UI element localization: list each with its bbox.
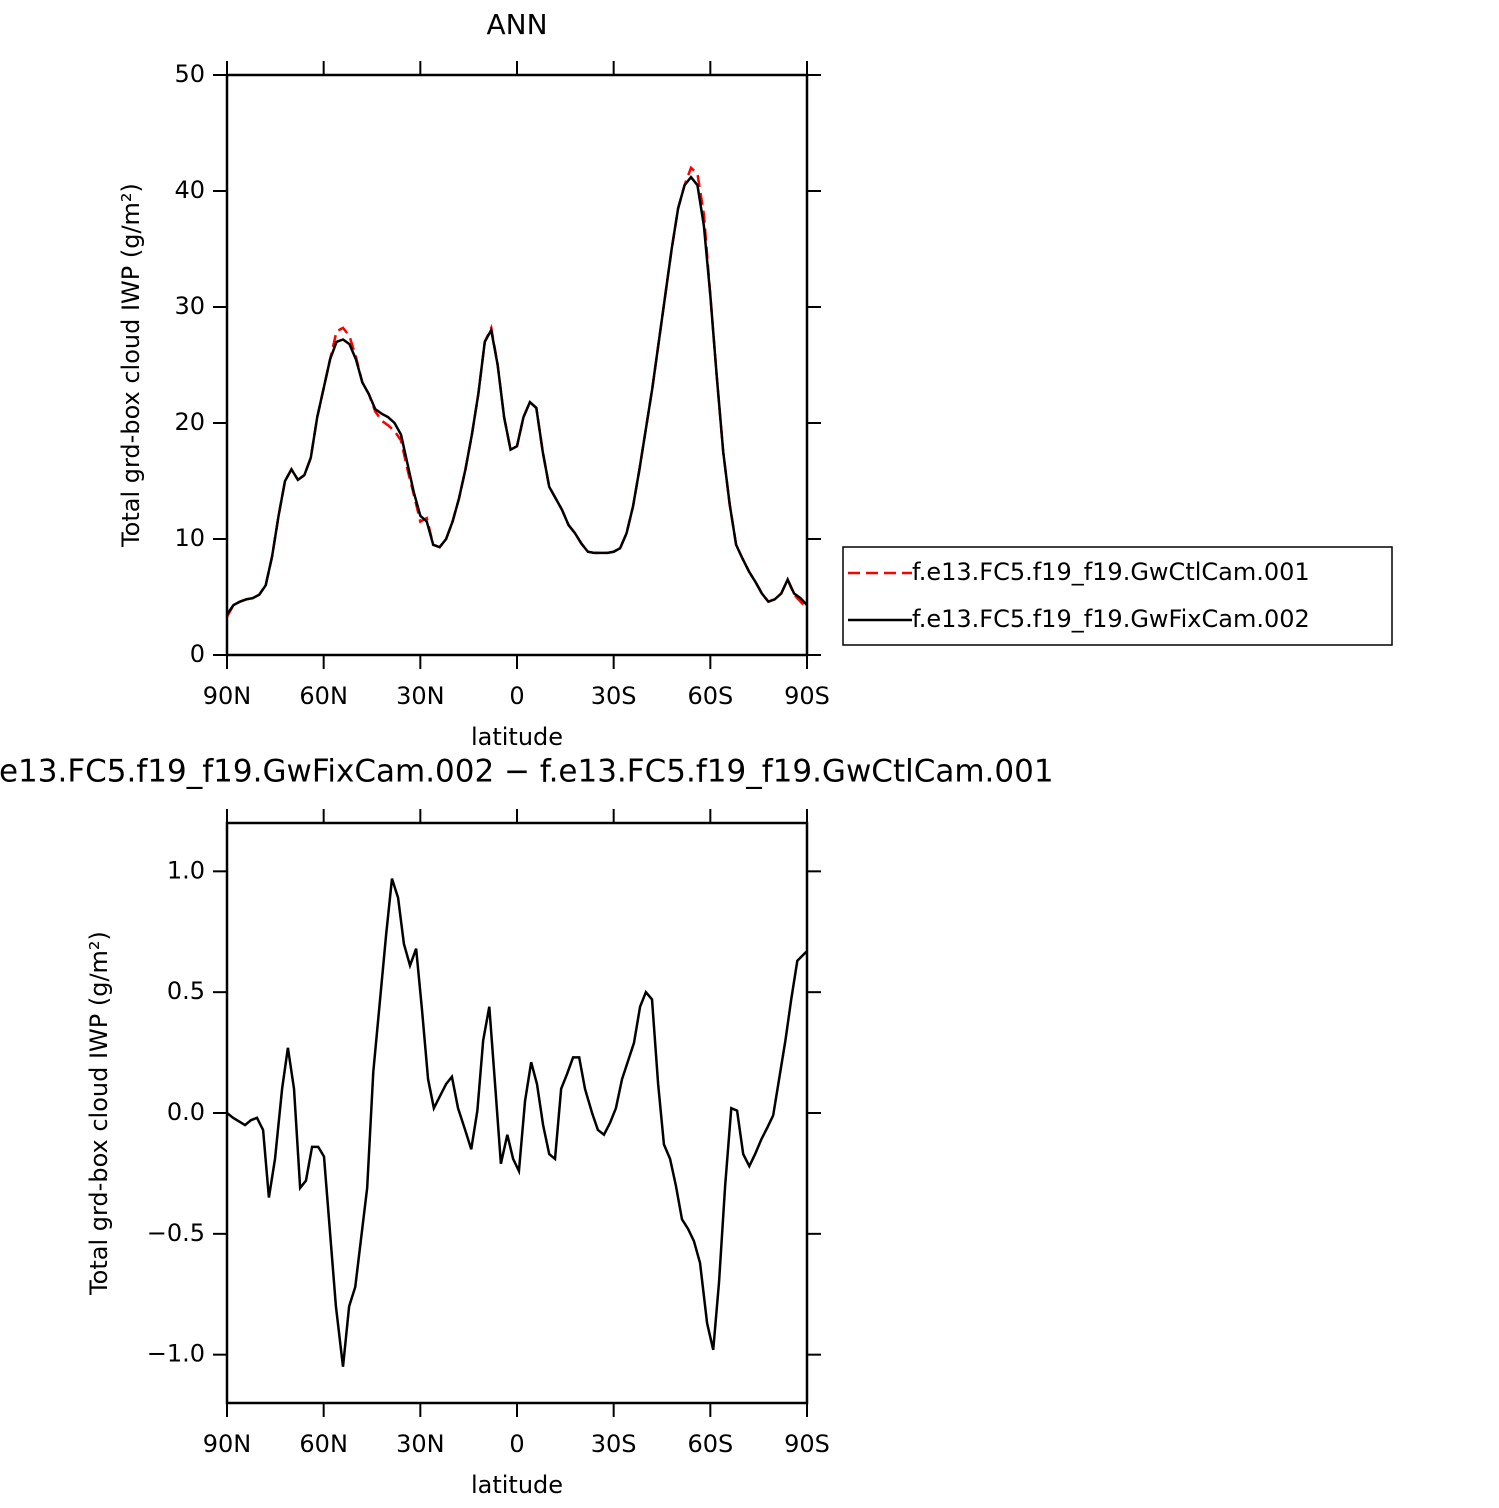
y-tick-label: 30 [174,292,205,320]
x-tick-label: 0 [509,1430,524,1458]
y-tick-label: 1.0 [167,856,205,884]
plot-frame [225,821,809,1405]
series-line [227,878,807,1367]
x-tick-label: 30S [591,1430,637,1458]
y-tick-label: 10 [174,524,205,552]
x-axis-label: latitude [471,1471,563,1499]
y-tick-label: 0.0 [167,1098,205,1126]
legend-box [842,546,1393,646]
x-tick-label: 30N [396,1430,445,1458]
x-tick-label: 60N [299,1430,348,1458]
chart-title: f.e13.FC5.f19_f19.GwFixCam.002 − f.e13.F… [0,754,1054,790]
x-tick-label: 90N [203,682,252,710]
chart-title: ANN [486,8,547,41]
y-tick-label: −0.5 [147,1219,205,1247]
legend-label: f.e13.FC5.f19_f19.GwCtlCam.001 [912,558,1310,586]
series-line [227,175,807,616]
x-tick-label: 90S [784,682,830,710]
y-tick-label: −1.0 [147,1340,205,1368]
x-tick-label: 60S [687,682,733,710]
legend-label: f.e13.FC5.f19_f19.GwFixCam.002 [912,605,1310,633]
x-tick-label: 60S [687,1430,733,1458]
plot-frame [225,73,809,657]
y-tick-label: 50 [174,60,205,88]
y-tick-label: 40 [174,176,205,204]
y-tick-label: 0.5 [167,977,205,1005]
x-tick-label: 90S [784,1430,830,1458]
y-axis-label: Total grd-box cloud IWP (g/m²) [117,183,145,548]
y-axis-label: Total grd-box cloud IWP (g/m²) [85,931,113,1296]
x-tick-label: 30S [591,682,637,710]
y-tick-label: 0 [190,640,205,668]
x-axis-label: latitude [471,723,563,751]
series-line [227,165,807,618]
x-tick-label: 0 [509,682,524,710]
y-tick-label: 20 [174,408,205,436]
x-tick-label: 90N [203,1430,252,1458]
x-tick-label: 60N [299,682,348,710]
x-tick-label: 30N [396,682,445,710]
